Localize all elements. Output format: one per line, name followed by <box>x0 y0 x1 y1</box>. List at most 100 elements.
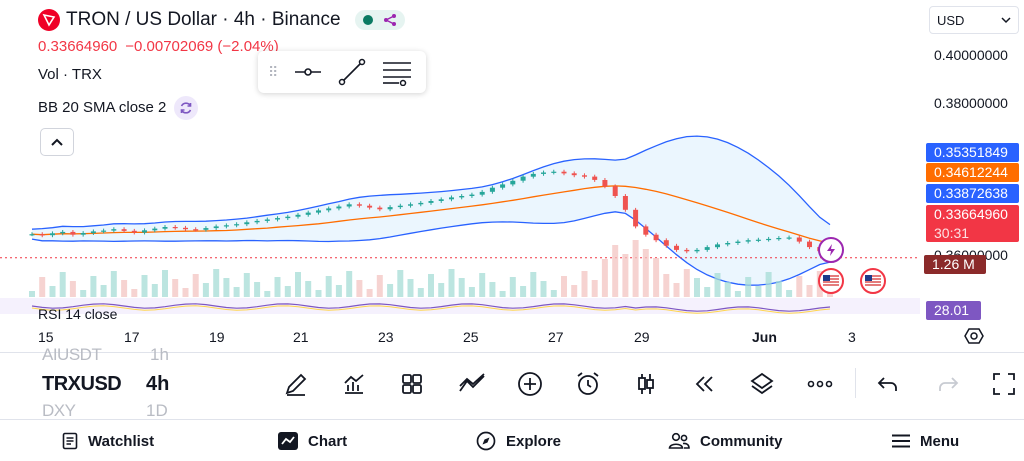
price-change: −0.00702069 (−2.04%) <box>125 38 279 55</box>
candle-body <box>418 202 424 205</box>
price-chart[interactable] <box>0 50 920 320</box>
lightning-event-icon[interactable] <box>818 237 844 263</box>
volume-bar <box>540 281 547 297</box>
nav-explore[interactable]: Explore <box>476 420 561 461</box>
compare-icon[interactable] <box>454 366 490 402</box>
community-icon <box>668 432 690 449</box>
share-icon <box>383 14 396 26</box>
volume-bar <box>254 282 261 297</box>
candle-body <box>602 180 608 187</box>
candlestick-icon[interactable] <box>628 366 664 402</box>
volume-bar <box>765 272 772 297</box>
volume-bar <box>264 291 271 297</box>
volume-bar <box>775 281 782 297</box>
candle-body <box>223 225 229 227</box>
volume-bar <box>509 277 516 297</box>
volume-indicator-label[interactable]: Vol · TRX <box>38 66 102 83</box>
currency-select[interactable]: USD <box>929 6 1019 34</box>
candle-body <box>172 227 178 229</box>
volume-bar <box>305 281 312 297</box>
time-tick: 27 <box>548 329 564 345</box>
volume-bar <box>683 269 690 297</box>
redo-icon[interactable] <box>930 366 966 402</box>
bb-indicator-label: BB 20 SMA close 2 <box>38 98 167 116</box>
current-symbol[interactable]: TRXUSD <box>42 373 122 395</box>
us-flag-event-icon[interactable] <box>818 268 844 294</box>
candle-body <box>346 204 352 207</box>
bb-basis-line <box>31 185 831 244</box>
line-settings-icon[interactable] <box>381 58 413 86</box>
candle-body <box>612 186 618 196</box>
layout-grid-icon[interactable] <box>394 366 430 402</box>
refresh-icon[interactable] <box>174 96 199 120</box>
undo-icon[interactable] <box>870 366 906 402</box>
prev-interval[interactable]: 1h <box>150 345 169 364</box>
chevron-down-icon <box>1001 17 1011 24</box>
add-icon[interactable] <box>512 366 548 402</box>
rsi-indicator-label[interactable]: RSI 14 close <box>38 306 117 322</box>
candle-body <box>530 173 536 177</box>
current-interval[interactable]: 4h <box>146 373 170 395</box>
candle-body <box>449 197 454 200</box>
volume-bar <box>806 285 813 297</box>
candle-body <box>70 231 76 235</box>
candle-body <box>510 180 516 185</box>
nav-watchlist[interactable]: Watchlist <box>62 420 154 461</box>
horizontal-line-tool-icon[interactable] <box>293 62 323 82</box>
volume-bar <box>223 278 230 297</box>
fullscreen-icon[interactable] <box>986 366 1022 402</box>
next-symbol[interactable]: DXY <box>42 401 76 420</box>
collapse-legend-button[interactable] <box>40 128 74 156</box>
nav-menu[interactable]: Menu <box>892 420 959 461</box>
bb-basis-tag: 0.34612244 <box>926 163 1019 182</box>
trend-line-tool-icon[interactable] <box>337 57 367 87</box>
nav-community[interactable]: Community <box>668 420 783 461</box>
candle-body <box>326 208 332 211</box>
hamburger-menu-icon <box>892 434 910 448</box>
volume-bar <box>202 283 209 297</box>
nav-chart[interactable]: Chart <box>278 420 347 461</box>
last-price-tag-value: 0.33664960 <box>934 206 1008 222</box>
price-tick: 0.40000000 <box>934 47 1008 63</box>
time-tick: 15 <box>38 329 54 345</box>
volume-bar <box>734 291 741 297</box>
volume-bar <box>407 279 414 297</box>
time-tick: 3 <box>848 329 856 345</box>
volume-bar <box>192 274 199 297</box>
candle-body <box>489 187 495 192</box>
candle-body <box>377 207 383 210</box>
drag-handle-icon[interactable]: ⠿ <box>268 63 280 80</box>
bb-upper-line <box>31 135 831 230</box>
layers-icon[interactable] <box>744 366 780 402</box>
bb-indicator-row[interactable]: BB 20 SMA close 2 <box>38 96 199 120</box>
volume-bar <box>694 278 700 297</box>
volume-bar <box>632 240 639 297</box>
volume-bar <box>366 289 373 297</box>
alarm-icon[interactable] <box>570 366 606 402</box>
prev-symbol[interactable]: AIUSDT <box>42 345 102 365</box>
candle-body <box>459 196 465 198</box>
bb-lower-line <box>31 211 831 286</box>
candle-body <box>633 209 639 227</box>
volume-bar <box>233 287 240 297</box>
candle-body <box>367 205 373 208</box>
time-tick: 21 <box>293 329 309 345</box>
draw-pen-icon[interactable] <box>278 366 314 402</box>
indicators-icon[interactable] <box>336 366 372 402</box>
volume-bar <box>49 286 56 297</box>
us-flag-event-icon[interactable] <box>860 268 886 294</box>
symbol-header[interactable]: TRON / US Dollar · 4h · Binance <box>38 9 405 31</box>
chart-settings-icon[interactable] <box>964 326 984 346</box>
candle-body <box>285 216 291 219</box>
candle-body <box>295 214 301 217</box>
replay-icon[interactable] <box>686 366 722 402</box>
more-icon[interactable] <box>802 366 838 402</box>
volume-bar <box>581 271 588 297</box>
time-tick: 25 <box>463 329 479 345</box>
volume-bar <box>786 290 793 297</box>
market-status-pill[interactable] <box>354 10 405 30</box>
volume-bar <box>39 277 46 297</box>
volume-bar <box>110 271 117 297</box>
next-interval[interactable]: 1D <box>146 401 168 420</box>
